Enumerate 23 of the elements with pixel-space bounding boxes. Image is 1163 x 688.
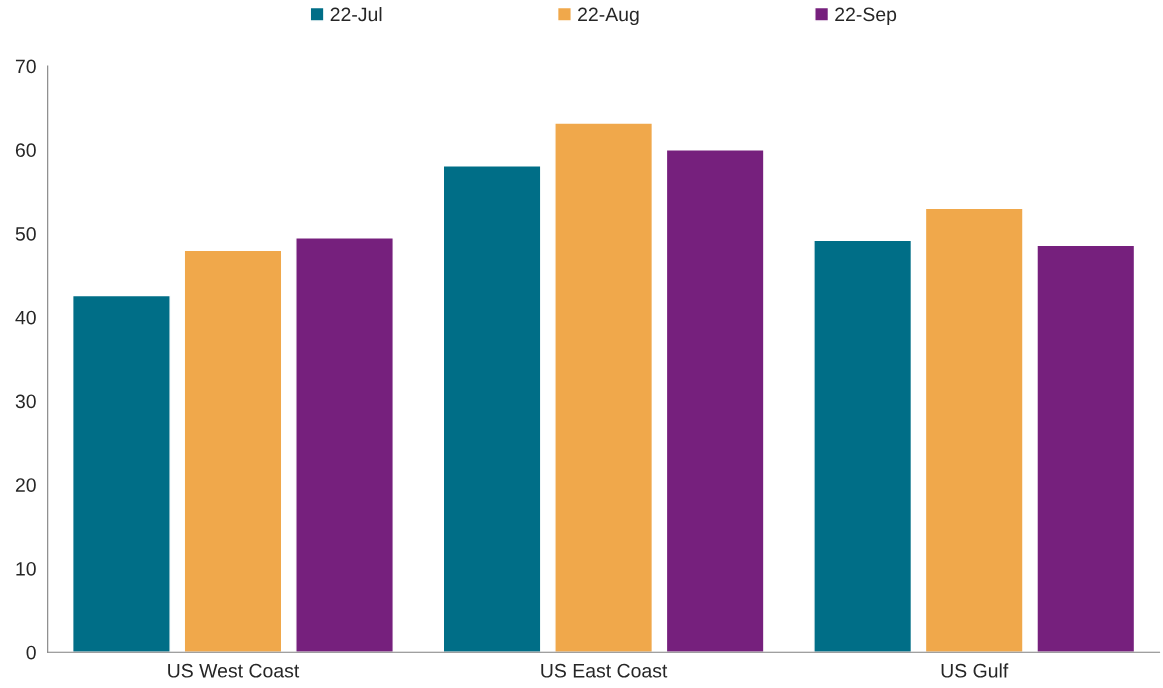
y-tick-label: 70	[15, 59, 36, 74]
y-tick-label: 60	[15, 143, 36, 158]
y-tick-label: 20	[15, 478, 36, 492]
bar	[183, 249, 283, 653]
y-tick-label: 0	[26, 645, 36, 660]
legend-label: 22-Aug	[578, 7, 639, 26]
legend-label: 22-Sep	[835, 7, 897, 26]
bar	[72, 294, 171, 653]
y-tick-label: 50	[15, 226, 36, 241]
bar	[442, 165, 542, 653]
bar	[813, 239, 913, 653]
bar	[295, 237, 394, 653]
x-tick-label: US Gulf	[941, 663, 1009, 678]
y-tick-label: 10	[16, 561, 36, 576]
bar	[924, 207, 1024, 653]
y-tick-label: 40	[15, 310, 36, 325]
bar	[554, 122, 654, 653]
x-tick-label: US East Coast	[541, 663, 668, 678]
y-tick-label: 30	[15, 394, 36, 409]
bar	[665, 149, 765, 653]
x-tick-label: US West Coast	[168, 663, 300, 678]
bar	[1036, 244, 1136, 653]
legend-label: 22-Jul	[330, 6, 382, 22]
